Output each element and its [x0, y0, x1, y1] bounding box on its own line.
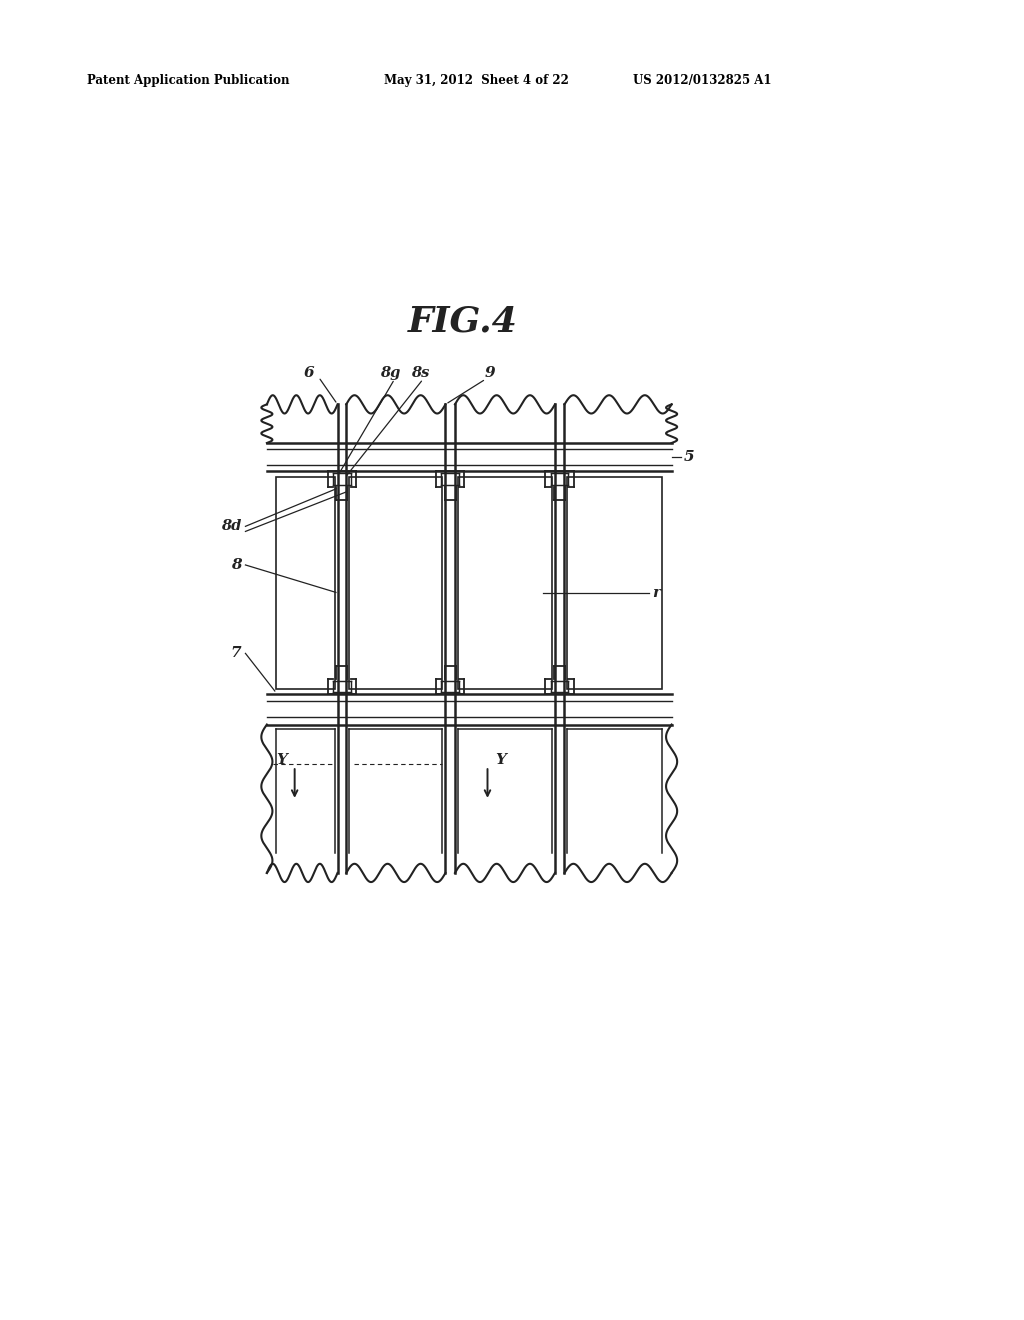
Text: 6: 6 — [304, 366, 314, 380]
Text: Patent Application Publication: Patent Application Publication — [87, 74, 290, 87]
Text: Y: Y — [495, 754, 506, 767]
Text: 8d: 8d — [221, 519, 242, 533]
Bar — [349, 477, 442, 689]
Text: 5: 5 — [684, 450, 694, 465]
Text: May 31, 2012  Sheet 4 of 22: May 31, 2012 Sheet 4 of 22 — [384, 74, 569, 87]
Text: 8: 8 — [230, 558, 242, 572]
Text: Y: Y — [276, 754, 288, 767]
Text: 9: 9 — [484, 366, 496, 380]
Text: US 2012/0132825 A1: US 2012/0132825 A1 — [633, 74, 771, 87]
Bar — [567, 477, 663, 689]
Text: FIG.4: FIG.4 — [408, 304, 518, 338]
Text: r: r — [652, 586, 659, 601]
Bar — [276, 477, 335, 689]
Bar — [458, 477, 552, 689]
Text: 7: 7 — [230, 647, 242, 660]
Text: 8s: 8s — [411, 366, 429, 380]
Text: 8g: 8g — [380, 366, 400, 380]
